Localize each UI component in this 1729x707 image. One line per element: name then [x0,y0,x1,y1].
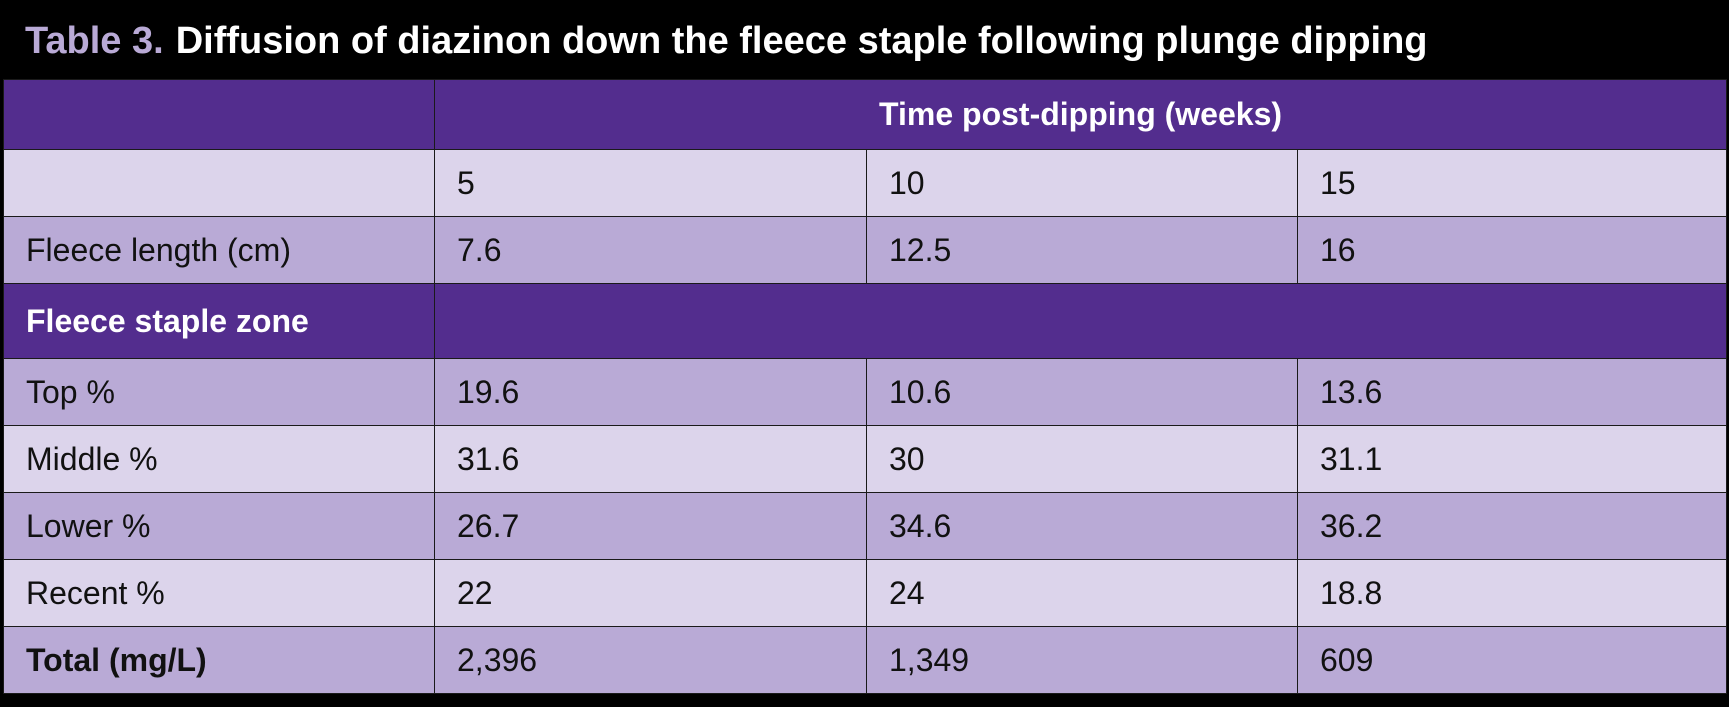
section-empty-cell [433,283,1728,359]
week-cell: 5 [434,149,867,217]
table-title: Table 3. Diffusion of diazinon down the … [3,3,1726,79]
table-cell: 22 [434,559,867,627]
table-cell: 10.6 [866,358,1298,426]
row-label: Middle % [3,425,435,493]
data-table: Time post-dipping (weeks) 5 10 15 Fleece… [3,79,1728,694]
table-row: Lower % 26.7 34.6 36.2 [3,492,1728,560]
table-cell: 30 [866,425,1298,493]
table-row: Recent % 22 24 18.8 [3,559,1728,627]
table-cell: 34.6 [866,492,1298,560]
table-row: Middle % 31.6 30 31.1 [3,425,1728,493]
table-row: Top % 19.6 10.6 13.6 [3,358,1728,426]
row-label: Total (mg/L) [3,626,435,694]
row-label: Top % [3,358,435,426]
header-empty-cell [3,79,435,150]
row-label: Recent % [3,559,435,627]
row-label: Lower % [3,492,435,560]
table-cell: 19.6 [434,358,867,426]
table-cell: 31.1 [1296,425,1728,493]
header-time-post-dipping: Time post-dipping (weeks) [433,79,1728,150]
row-label: Fleece length (cm) [3,216,435,284]
table-cell: 36.2 [1296,492,1728,560]
table-number: Table 3. [25,19,164,62]
table-cell: 1,349 [866,626,1298,694]
section-row: Fleece staple zone [3,283,1728,359]
table-cell: 24 [866,559,1298,627]
total-row: Total (mg/L) 2,396 1,349 609 [3,626,1728,694]
table-cell: 18.8 [1296,559,1728,627]
table-cell: 31.6 [434,425,867,493]
weeks-row: 5 10 15 [3,149,1728,217]
table-cell: 26.7 [434,492,867,560]
table-cell: 2,396 [434,626,867,694]
weeks-label-cell [3,149,435,217]
table-caption: Diffusion of diazinon down the fleece st… [175,19,1428,62]
table-cell: 13.6 [1296,358,1728,426]
fleece-length-row: Fleece length (cm) 7.6 12.5 16 [3,216,1728,284]
table-cell: 609 [1296,626,1728,694]
table-cell: 7.6 [434,216,867,284]
week-cell: 10 [866,149,1298,217]
header-row: Time post-dipping (weeks) [3,79,1728,150]
table-cell: 16 [1296,216,1728,284]
week-cell: 15 [1296,149,1728,217]
section-label: Fleece staple zone [3,283,435,359]
table-cell: 12.5 [866,216,1298,284]
